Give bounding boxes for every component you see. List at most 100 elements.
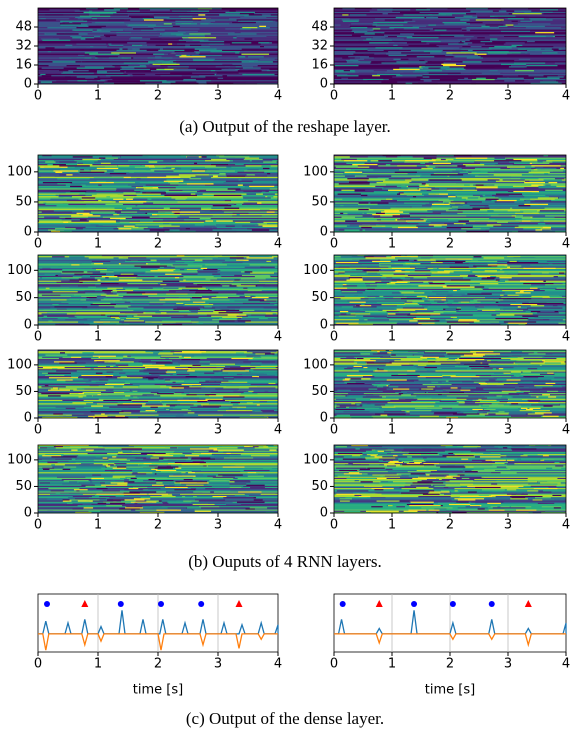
event-triangle [236,600,243,607]
y-tick-label: 100 [7,452,32,467]
y-tick-label: 0 [320,411,328,426]
x-tick-label: 1 [94,330,102,345]
y-tick-label: 100 [7,357,32,372]
y-tick-label: 100 [303,263,328,278]
caption: (b) Ouputs of 4 RNN layers. [188,552,382,571]
y-tick-label: 50 [15,194,32,209]
x-tick-label: 4 [562,89,570,104]
x-tick-label: 2 [446,89,454,104]
x-tick-label: 4 [274,89,282,104]
heatmap [334,445,566,513]
x-tick-label: 4 [274,330,282,345]
x-tick-label: 3 [504,237,512,252]
event-circle [158,601,164,607]
y-tick-label: 100 [7,263,32,278]
event-circle [118,601,124,607]
x-tick-label: 4 [562,330,570,345]
y-tick-label: 16 [15,58,32,73]
x-tick-label: 2 [154,657,162,672]
y-tick-label: 50 [311,290,328,305]
x-tick-label: 4 [562,657,570,672]
x-tick-label: 4 [562,237,570,252]
event-circle [489,601,495,607]
x-tick-label: 3 [214,237,222,252]
x-tick-label: 3 [214,518,222,533]
x-tick-label: 0 [34,237,42,252]
heatmap [38,8,278,84]
y-tick-label: 50 [15,479,32,494]
x-tick-label: 2 [446,657,454,672]
x-tick-label: 1 [388,518,396,533]
x-tick-label: 4 [562,423,570,438]
x-tick-label: 3 [504,518,512,533]
x-tick-label: 1 [94,657,102,672]
x-tick-label: 0 [34,657,42,672]
y-tick-label: 0 [320,506,328,521]
event-triangle [525,600,532,607]
x-tick-label: 3 [504,657,512,672]
x-tick-label: 0 [330,330,338,345]
caption: (a) Output of the reshape layer. [179,117,390,136]
y-tick-label: 0 [24,318,32,333]
event-circle [450,601,456,607]
x-axis-label: time [s] [425,683,475,698]
heatmap [334,155,566,232]
x-tick-label: 1 [94,423,102,438]
y-tick-label: 16 [311,58,328,73]
x-tick-label: 4 [274,518,282,533]
caption: (c) Output of the dense layer. [186,709,384,728]
x-tick-label: 4 [274,237,282,252]
event-circle [44,601,50,607]
event-triangle [376,600,383,607]
x-tick-label: 3 [214,423,222,438]
y-tick-label: 0 [320,77,328,92]
event-circle [411,601,417,607]
x-tick-label: 0 [34,330,42,345]
x-tick-label: 0 [34,518,42,533]
x-tick-label: 1 [94,237,102,252]
y-tick-label: 50 [311,479,328,494]
y-tick-label: 32 [15,39,32,54]
x-tick-label: 3 [214,89,222,104]
x-tick-label: 1 [94,518,102,533]
y-tick-label: 0 [320,318,328,333]
x-tick-label: 3 [214,330,222,345]
event-circle [198,601,204,607]
y-tick-label: 48 [311,20,328,35]
x-tick-label: 2 [154,89,162,104]
x-tick-label: 2 [154,518,162,533]
y-tick-label: 50 [311,194,328,209]
x-tick-label: 2 [154,330,162,345]
y-tick-label: 100 [7,164,32,179]
x-tick-label: 1 [388,89,396,104]
x-tick-label: 4 [274,657,282,672]
x-tick-label: 0 [330,89,338,104]
x-tick-label: 1 [388,657,396,672]
x-tick-label: 1 [388,237,396,252]
x-tick-label: 3 [504,89,512,104]
y-tick-label: 32 [311,39,328,54]
heatmap [38,445,278,513]
y-tick-label: 50 [15,290,32,305]
heatmap [334,255,566,325]
y-tick-label: 100 [303,452,328,467]
x-axis-label: time [s] [133,683,183,698]
y-tick-label: 50 [15,384,32,399]
y-tick-label: 0 [24,411,32,426]
y-tick-label: 0 [24,506,32,521]
x-tick-label: 2 [154,423,162,438]
x-tick-label: 3 [504,330,512,345]
x-tick-label: 0 [330,657,338,672]
x-tick-label: 1 [388,330,396,345]
y-tick-label: 0 [24,225,32,240]
x-tick-label: 4 [562,518,570,533]
y-tick-label: 0 [320,225,328,240]
x-tick-label: 1 [388,423,396,438]
x-tick-label: 0 [330,237,338,252]
x-tick-label: 2 [446,237,454,252]
x-tick-label: 1 [94,89,102,104]
x-tick-label: 3 [214,657,222,672]
heatmap [334,350,566,418]
heatmap [334,8,566,84]
x-tick-label: 2 [154,237,162,252]
